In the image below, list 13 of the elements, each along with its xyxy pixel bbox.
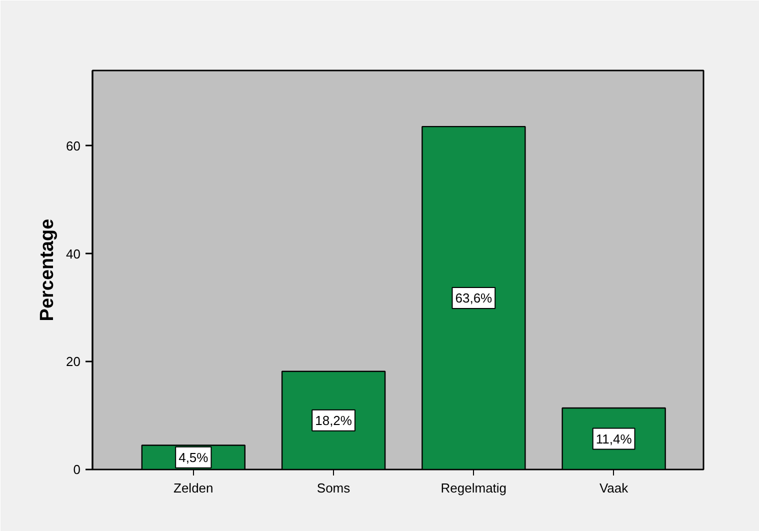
y-tick-label: 60 [66,138,81,154]
x-tick-label: Regelmatig [440,480,507,496]
data-label: 11,4% [596,431,632,446]
y-tick-label: 0 [73,462,81,477]
x-tick-label: Vaak [599,480,629,496]
y-axis-title: Percentage [37,218,58,322]
y-tick-label: 20 [66,354,81,370]
x-tick-label: Zelden [174,480,214,496]
data-label: 4,5% [178,450,209,465]
data-label: 18,2% [315,412,352,428]
x-tick-label: Soms [316,480,351,496]
data-label: 63,6% [455,290,493,306]
y-tick-label: 40 [66,246,81,262]
